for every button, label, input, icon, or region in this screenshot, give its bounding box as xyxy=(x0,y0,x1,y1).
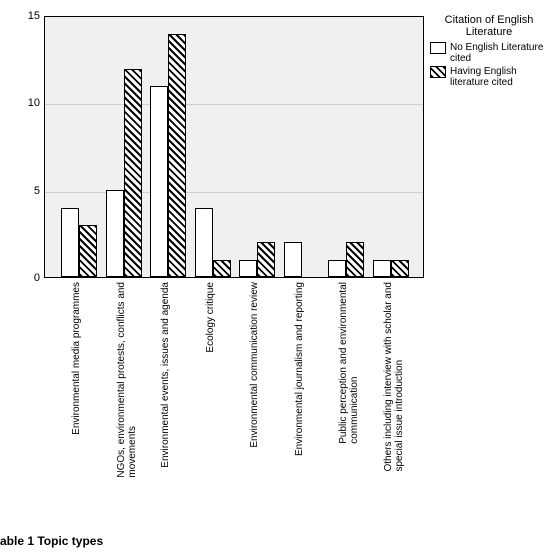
x-tick-label: Others including interview with scholar … xyxy=(383,282,397,472)
legend-item: No English Literature cited xyxy=(430,42,548,64)
y-tick-label: 0 xyxy=(12,278,40,290)
bar xyxy=(391,260,409,277)
x-axis-labels: Environmental media programmes NGOs, envi… xyxy=(44,282,424,512)
legend-swatch xyxy=(430,66,446,78)
bar xyxy=(373,260,391,277)
bar xyxy=(150,86,168,277)
legend-label: No English Literature cited xyxy=(450,42,548,64)
bar xyxy=(79,225,97,277)
legend-title: Citation of English Literature xyxy=(430,14,548,38)
bar xyxy=(284,242,302,277)
bar xyxy=(257,242,275,277)
bar xyxy=(106,190,124,277)
y-tick-label: 5 xyxy=(12,191,40,203)
x-tick-label: NGOs, environmental protests, conflicts … xyxy=(116,282,130,478)
y-tick-label: 15 xyxy=(12,16,40,28)
bar xyxy=(124,69,142,277)
x-tick-label: Environmental communication review xyxy=(249,282,263,448)
bar xyxy=(168,34,186,277)
x-tick-label: Ecology critique xyxy=(205,282,219,353)
x-tick-label: Environmental journalism and reporting xyxy=(294,282,308,456)
legend: Citation of English Literature No Englis… xyxy=(430,14,548,90)
x-tick-label: Public perception and environmental comm… xyxy=(338,282,352,444)
gridline xyxy=(45,104,423,105)
bar xyxy=(195,208,213,277)
legend-rows: No English Literature citedHaving Englis… xyxy=(430,42,548,88)
x-tick-label: Environmental media programmes xyxy=(71,282,85,435)
table-caption: able 1 Topic types xyxy=(0,534,103,548)
plot-area xyxy=(44,16,424,278)
bar xyxy=(61,208,79,277)
x-tick-label: Environmental events, issues and agenda xyxy=(160,282,174,468)
bar xyxy=(346,242,364,277)
legend-item: Having English literature cited xyxy=(430,66,548,88)
legend-swatch xyxy=(430,42,446,54)
gridline xyxy=(45,192,423,193)
bar xyxy=(328,260,346,277)
legend-label: Having English literature cited xyxy=(450,66,548,88)
bar xyxy=(213,260,231,277)
bar xyxy=(239,260,257,277)
chart-container: 0 5 10 15 Environmental media programmes NGO… xyxy=(10,10,548,490)
y-tick-label: 10 xyxy=(12,103,40,115)
